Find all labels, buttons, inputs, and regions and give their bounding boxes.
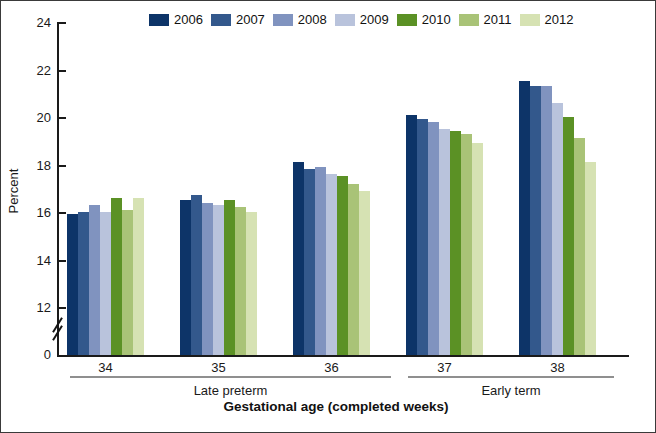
bracket-label: Late preterm <box>70 383 391 398</box>
bar-2007-wk38 <box>530 86 541 355</box>
bar-2010-wk37 <box>450 131 461 355</box>
bar-2008-wk34 <box>89 205 100 355</box>
x-tick-label: 36 <box>310 360 354 375</box>
bar-2007-wk34 <box>78 212 89 355</box>
x-tick-label: 37 <box>423 360 467 375</box>
x-tick-label: 35 <box>197 360 241 375</box>
bar-2010-wk36 <box>337 176 348 355</box>
x-tick-label: 34 <box>84 360 128 375</box>
bar-2006-wk35 <box>180 200 191 355</box>
bar-2012-wk34 <box>133 198 144 355</box>
y-tick-label: 20 <box>17 110 51 125</box>
bar-2011-wk35 <box>235 207 246 355</box>
plot-area: 0 12 14 16 18 20 22 24 34 35 36 37 38 Late preterm Ear… <box>1 1 655 432</box>
y-tick <box>59 212 66 214</box>
bar-2009-wk35 <box>213 205 224 355</box>
y-tick-label: 18 <box>17 158 51 173</box>
y-tick <box>59 70 66 72</box>
y-tick-label: 0 <box>17 347 51 362</box>
bar-2010-wk38 <box>563 117 574 355</box>
bar-2007-wk37 <box>417 119 428 355</box>
bar-2008-wk38 <box>541 86 552 355</box>
y-tick <box>59 260 66 262</box>
y-tick-label: 24 <box>17 15 51 30</box>
y-tick-label: 12 <box>17 300 51 315</box>
y-tick <box>59 165 66 167</box>
bar-2011-wk34 <box>122 210 133 355</box>
bar-2009-wk38 <box>552 103 563 355</box>
bracket-label: Early term <box>408 383 614 398</box>
bar-2012-wk36 <box>359 191 370 355</box>
bar-2007-wk35 <box>191 195 202 355</box>
y-tick <box>59 117 66 119</box>
bar-2011-wk37 <box>461 134 472 355</box>
bar-2011-wk36 <box>348 184 359 356</box>
y-tick-label: 14 <box>17 253 51 268</box>
bar-2012-wk35 <box>246 212 257 355</box>
bar-2006-wk36 <box>293 162 304 355</box>
bar-2008-wk35 <box>202 203 213 356</box>
bar-2009-wk36 <box>326 174 337 355</box>
y-tick-label: 22 <box>17 63 51 78</box>
figure-canvas: 2006200720082009201020112012 Percent 012… <box>0 0 656 433</box>
bar-2009-wk37 <box>439 129 450 355</box>
bar-2006-wk38 <box>519 81 530 355</box>
y-tick-label: 16 <box>17 205 51 220</box>
bracket-line <box>408 376 614 378</box>
y-tick <box>59 22 66 24</box>
bar-2009-wk34 <box>100 212 111 355</box>
bar-2012-wk38 <box>585 162 596 355</box>
x-tick-label: 38 <box>536 360 580 375</box>
x-axis-title: Gestational age (completed weeks) <box>58 399 614 414</box>
bar-2007-wk36 <box>304 169 315 355</box>
bar-2006-wk34 <box>67 214 78 355</box>
bar-2011-wk38 <box>574 138 585 355</box>
x-axis-line <box>57 355 629 357</box>
bar-2006-wk37 <box>406 115 417 355</box>
bar-2012-wk37 <box>472 143 483 355</box>
bar-2008-wk36 <box>315 167 326 355</box>
bar-2008-wk37 <box>428 122 439 355</box>
bar-2010-wk35 <box>224 200 235 355</box>
bracket-line <box>70 376 391 378</box>
bar-2010-wk34 <box>111 198 122 355</box>
y-tick <box>59 307 66 309</box>
